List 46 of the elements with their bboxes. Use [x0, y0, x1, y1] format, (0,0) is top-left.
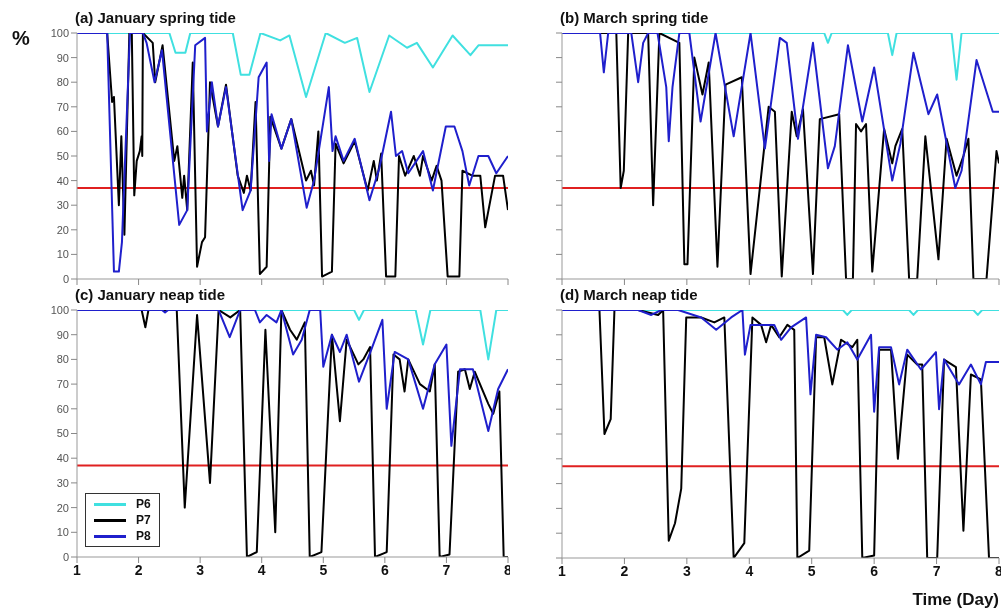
legend-label: P8: [136, 529, 151, 543]
x-tick-label: 2: [134, 561, 143, 578]
chart-title: (a) January spring tide: [75, 9, 236, 26]
y-tick-label: 10: [56, 248, 69, 261]
legend-label: P6: [136, 497, 151, 511]
legend-label: P7: [136, 513, 151, 527]
x-tick-label: 5: [319, 561, 328, 578]
x-tick-label: 4: [745, 562, 754, 579]
x-axis-title: Time (Day): [911, 590, 999, 610]
y-tick-label: 80: [56, 353, 69, 366]
x-tick-label: 3: [196, 561, 205, 578]
y-axis-title: %: [12, 27, 30, 50]
y-tick-label: 30: [56, 199, 69, 212]
x-tick-label: 5: [807, 562, 816, 579]
chart-title: (c) January neap tide: [75, 286, 226, 303]
y-tick-label: 90: [56, 51, 69, 64]
x-tick-label: 7: [932, 562, 941, 579]
x-tick-label: 3: [682, 562, 691, 579]
y-tick-label: 60: [56, 125, 69, 138]
y-tick-label: 100: [50, 303, 69, 316]
y-tick-label: 10: [56, 526, 69, 539]
y-tick-label: 100: [50, 26, 69, 39]
x-tick-label: 1: [73, 561, 82, 578]
x-tick-label: 1: [558, 562, 567, 579]
y-tick-label: 20: [56, 501, 69, 514]
y-tick-label: 70: [56, 378, 69, 391]
y-tick-label: 60: [56, 402, 69, 415]
chart-title: (b) March spring tide: [560, 9, 709, 26]
line-series: [77, 310, 508, 447]
y-tick-label: 50: [56, 427, 69, 440]
chart-title: (d) March neap tide: [560, 286, 698, 303]
x-tick-label: 7: [442, 561, 451, 578]
y-tick-label: 80: [56, 76, 69, 89]
y-tick-label: 0: [62, 550, 69, 563]
y-tick-label: 20: [56, 223, 69, 236]
y-tick-label: 40: [56, 452, 69, 465]
y-tick-label: 30: [56, 476, 69, 489]
x-tick-label: 6: [870, 562, 879, 579]
x-tick-label: 2: [620, 562, 629, 579]
x-tick-label: 4: [257, 561, 266, 578]
y-tick-label: 90: [56, 328, 69, 341]
y-tick-label: 40: [56, 174, 69, 187]
y-tick-label: 70: [56, 100, 69, 113]
y-tick-label: 50: [56, 149, 69, 162]
x-tick-label: 6: [380, 561, 389, 578]
y-tick-label: 0: [62, 272, 69, 285]
